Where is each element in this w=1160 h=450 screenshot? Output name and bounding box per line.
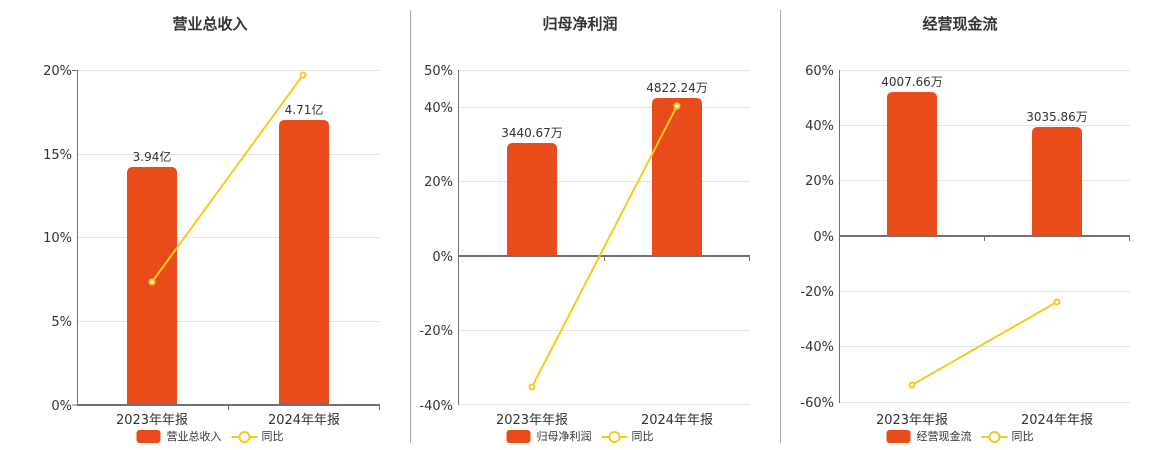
divider-1 xyxy=(410,10,411,443)
svg-text:-20%: -20% xyxy=(419,324,453,339)
svg-text:2023年年报: 2023年年报 xyxy=(876,413,948,428)
bar-2024[interactable] xyxy=(1032,127,1082,236)
svg-text:20%: 20% xyxy=(805,174,834,189)
yoy-line xyxy=(531,105,678,388)
yoy-point-2024[interactable] xyxy=(673,102,681,110)
svg-text:2024年年报: 2024年年报 xyxy=(268,413,340,428)
chart-title-revenue: 营业总收入 xyxy=(172,15,248,33)
legend-revenue: 营业总收入 同比 xyxy=(136,428,284,444)
svg-text:10%: 10% xyxy=(43,231,72,246)
svg-text:2023年年报: 2023年年报 xyxy=(116,413,188,428)
legend-line-label[interactable]: 同比 xyxy=(261,430,284,443)
svg-text:2024年年报: 2024年年报 xyxy=(641,413,713,428)
svg-text:-40%: -40% xyxy=(800,340,834,355)
y-axis-labels: 60% 40% 20% 0% -20% -40% -60% xyxy=(800,64,834,411)
x-axis-labels: 2023年年报 2024年年报 xyxy=(116,413,340,428)
chart-net-profit: 50% 40% 20% 0% -20% -40% 3440.67万 4822.2… xyxy=(419,64,750,428)
chart-operating-cashflow: 60% 40% 20% 0% -20% -40% -60% 4007.66万 3… xyxy=(800,64,1130,428)
svg-text:20%: 20% xyxy=(424,175,453,190)
svg-text:5%: 5% xyxy=(51,315,72,330)
legend-bar-label[interactable]: 营业总收入 xyxy=(166,430,222,443)
x-axis-labels: 2023年年报 2024年年报 xyxy=(876,413,1093,428)
legend-bar-label[interactable]: 归母净利润 xyxy=(536,430,592,443)
legend-net-profit: 归母净利润 同比 xyxy=(506,428,654,444)
yoy-line xyxy=(151,74,304,283)
yoy-point-2024[interactable] xyxy=(1053,298,1061,306)
divider-2 xyxy=(780,10,781,443)
yoy-point-2023[interactable] xyxy=(528,383,536,391)
svg-text:3035.86万: 3035.86万 xyxy=(1026,110,1088,124)
svg-text:2023年年报: 2023年年报 xyxy=(496,413,568,428)
svg-text:40%: 40% xyxy=(424,101,453,116)
legend-bar-label[interactable]: 经营现金流 xyxy=(916,430,972,443)
gridlines xyxy=(77,70,380,322)
svg-text:-60%: -60% xyxy=(800,396,834,411)
svg-text:-20%: -20% xyxy=(800,285,834,300)
yoy-point-2023[interactable] xyxy=(148,278,156,286)
svg-text:-40%: -40% xyxy=(419,399,453,414)
svg-text:20%: 20% xyxy=(43,64,72,79)
svg-text:4822.24万: 4822.24万 xyxy=(646,81,708,95)
legend-line-label[interactable]: 同比 xyxy=(631,430,654,443)
svg-text:50%: 50% xyxy=(424,64,453,79)
chart-title-operating-cashflow: 经营现金流 xyxy=(922,15,998,33)
svg-text:0%: 0% xyxy=(813,230,834,245)
legend-operating-cashflow: 经营现金流 同比 xyxy=(886,428,1034,444)
svg-text:0%: 0% xyxy=(51,399,72,414)
bar-2023[interactable] xyxy=(127,167,177,405)
bar-2024[interactable] xyxy=(279,120,329,405)
yoy-point-2023[interactable] xyxy=(908,381,916,389)
svg-text:2024年年报: 2024年年报 xyxy=(1021,413,1093,428)
svg-text:3.94亿: 3.94亿 xyxy=(133,149,172,164)
svg-text:15%: 15% xyxy=(43,148,72,163)
yoy-line xyxy=(911,301,1058,386)
bar-2024[interactable] xyxy=(652,98,702,256)
y-axis-labels: 50% 40% 20% 0% -20% -40% xyxy=(419,64,453,414)
bar-2023[interactable] xyxy=(507,143,557,256)
gridlines xyxy=(458,70,750,405)
yoy-point-2024[interactable] xyxy=(299,71,307,79)
legend-bar-swatch[interactable] xyxy=(506,429,531,443)
svg-text:60%: 60% xyxy=(805,64,834,79)
legend-line-icon[interactable] xyxy=(981,430,1008,443)
svg-text:0%: 0% xyxy=(432,250,453,265)
bar-value-labels: 3440.67万 4822.24万 xyxy=(501,81,708,140)
chart-title-net-profit: 归母净利润 xyxy=(542,15,618,33)
legend-bar-swatch[interactable] xyxy=(886,429,911,443)
svg-text:40%: 40% xyxy=(805,119,834,134)
legend-line-icon[interactable] xyxy=(601,430,628,443)
legend-line-label[interactable]: 同比 xyxy=(1011,430,1034,443)
legend-line-icon[interactable] xyxy=(231,430,258,443)
gridlines xyxy=(839,70,1130,403)
svg-text:4007.66万: 4007.66万 xyxy=(881,75,943,89)
svg-text:3440.67万: 3440.67万 xyxy=(501,126,563,140)
chart-revenue: 20% 15% 10% 5% 0% 3.94亿 4.71亿 2023年年报 20… xyxy=(43,64,380,428)
x-axis-labels: 2023年年报 2024年年报 xyxy=(496,413,713,428)
bar-value-labels: 3.94亿 4.71亿 xyxy=(133,102,324,164)
legend-bar-swatch[interactable] xyxy=(136,429,161,443)
bar-2023[interactable] xyxy=(887,92,937,236)
bar-value-labels: 4007.66万 3035.86万 xyxy=(881,75,1088,124)
svg-text:4.71亿: 4.71亿 xyxy=(285,102,324,117)
y-axis-labels: 20% 15% 10% 5% 0% xyxy=(43,64,72,414)
